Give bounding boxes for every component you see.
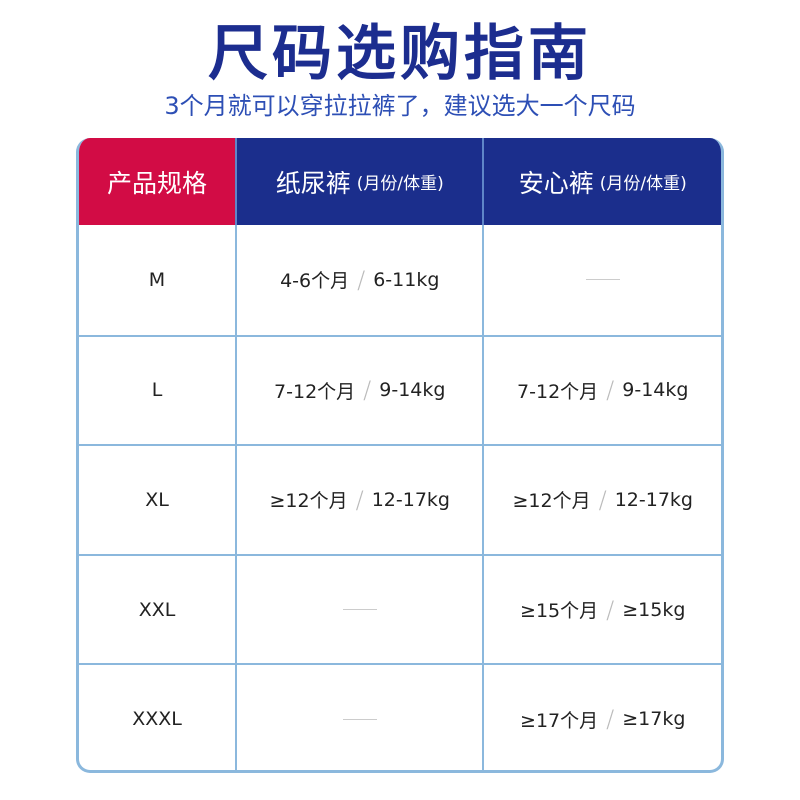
header-label: 纸尿裤: [275, 168, 351, 198]
size-label: XXL: [138, 598, 176, 621]
separator: /: [357, 265, 366, 294]
pants-cell: [482, 225, 721, 335]
page-title: 尺码选购指南: [208, 19, 592, 89]
pants-cell: ≥15个月 / ≥15kg: [482, 555, 721, 664]
separator: /: [606, 376, 615, 405]
weight-range: 9-14kg: [379, 379, 446, 402]
header-size: 产品规格: [79, 138, 236, 225]
table-row: XXXL ≥17个月 / ≥17kg: [79, 663, 721, 770]
page-subtitle: 3个月就可以穿拉拉裤了，建议选大一个尺码: [164, 92, 636, 120]
not-available-dash: [342, 718, 377, 720]
header-diaper: 纸尿裤 (月份/体重): [235, 138, 483, 225]
diaper-cell: 4-6个月 / 6-11kg: [235, 225, 482, 335]
size-cell: XL: [79, 446, 235, 554]
size-cell: M: [79, 225, 235, 335]
not-available-dash: [342, 609, 377, 611]
table-row: XXL ≥15个月 / ≥15kg: [79, 553, 721, 664]
weight-range: 12-17kg: [371, 488, 450, 511]
weight-range: ≥15kg: [622, 598, 686, 621]
size-label: M: [148, 268, 166, 291]
separator: /: [598, 485, 607, 514]
table-row: L 7-12个月 / 9-14kg 7-12个月 / 9-14kg: [79, 334, 721, 445]
size-label: XL: [145, 488, 169, 511]
table-row: M 4-6个月 / 6-11kg: [79, 225, 721, 335]
age-range: ≥12个月: [512, 490, 591, 513]
age-range: ≥17个月: [520, 709, 599, 732]
pants-cell: 7-12个月 / 9-14kg: [482, 336, 721, 445]
age-range: 4-6个月: [280, 270, 350, 293]
diaper-cell: [235, 665, 482, 770]
not-available-dash: [585, 279, 620, 281]
age-range: 7-12个月: [517, 380, 599, 403]
age-range: 7-12个月: [274, 380, 356, 403]
weight-range: 6-11kg: [373, 268, 440, 291]
age-range: ≥12个月: [269, 490, 348, 513]
diaper-cell: 7-12个月 / 9-14kg: [235, 336, 482, 445]
weight-range: 9-14kg: [622, 379, 689, 402]
size-cell: L: [79, 337, 235, 445]
separator: /: [363, 376, 372, 405]
weight-range: ≥17kg: [622, 708, 686, 731]
size-guide-table: 产品规格 纸尿裤 (月份/体重) 安心裤 (月份/体重) M 4-6个月/6-11kg…: [76, 138, 724, 773]
diaper-cell: ≥12个月 / 12-17kg: [235, 446, 482, 554]
header-label: 安心裤: [518, 168, 594, 198]
size-label: XXXL: [132, 708, 182, 731]
separator: /: [606, 705, 615, 734]
diaper-cell: [235, 555, 482, 664]
header-pants: 安心裤 (月份/体重): [482, 138, 721, 225]
header-sublabel: (月份/体重): [356, 174, 444, 194]
size-cell: XXXL: [79, 665, 235, 770]
pants-cell: ≥12个月 / 12-17kg: [482, 446, 721, 554]
table-header: 产品规格 纸尿裤 (月份/体重) 安心裤 (月份/体重): [79, 138, 721, 225]
pants-cell: ≥17个月 / ≥17kg: [482, 665, 721, 770]
header-sublabel: (月份/体重): [599, 174, 687, 194]
table-row: XL ≥12个月 / 12-17kg ≥12个月 / 12-17kg: [79, 444, 721, 554]
age-range: ≥15个月: [520, 600, 599, 623]
header-label: 产品规格: [107, 168, 208, 198]
size-label: L: [151, 379, 163, 402]
size-cell: XXL: [79, 556, 235, 664]
separator: /: [355, 485, 364, 514]
separator: /: [606, 595, 615, 624]
weight-range: 12-17kg: [614, 488, 693, 511]
